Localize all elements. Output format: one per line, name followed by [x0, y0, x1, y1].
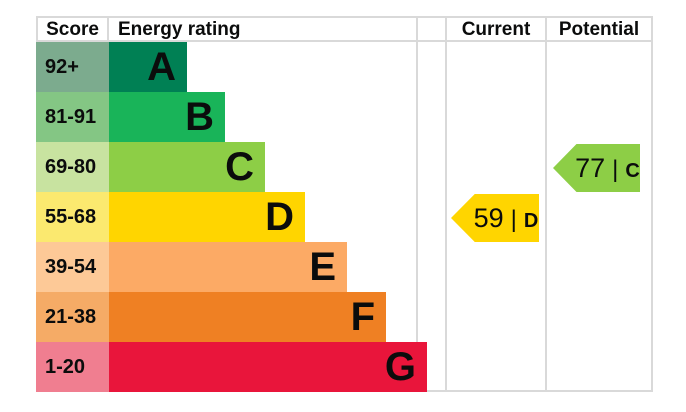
- potential-rating-arrow: 77 | C: [553, 144, 640, 192]
- score-range-cell: 55-68: [36, 192, 109, 242]
- current-col-right-border: [545, 16, 547, 392]
- band-bar-e: E: [109, 242, 347, 292]
- score-range-cell: 39-54: [36, 242, 109, 292]
- table-border-bottom: [417, 390, 653, 392]
- rating-separator: |: [510, 206, 517, 233]
- band-letter: F: [350, 295, 375, 339]
- band-row-b: 81-91 B: [36, 92, 456, 142]
- potential-rating-band: C: [625, 160, 640, 182]
- current-rating-value: 59: [473, 203, 504, 233]
- current-rating-arrow: 59 | D: [451, 194, 539, 242]
- energy-rating-column-header: Energy rating: [118, 19, 241, 40]
- band-row-e: 39-54 E: [36, 242, 456, 292]
- score-range-cell: 69-80: [36, 142, 109, 192]
- header-divider: [36, 40, 653, 42]
- current-column-header: Current: [461, 19, 531, 40]
- score-col-right-border: [107, 16, 109, 42]
- band-letter: C: [225, 145, 254, 189]
- score-column-header: Score: [46, 19, 99, 40]
- band-letter: B: [185, 95, 214, 139]
- score-range-cell: 92+: [36, 42, 109, 92]
- score-col-left-border: [36, 16, 38, 42]
- band-row-a: 92+ A: [36, 42, 456, 92]
- band-bar-a: A: [109, 42, 187, 92]
- band-bar-c: C: [109, 142, 265, 192]
- band-row-g: 1-20 G: [36, 342, 456, 392]
- band-bar-d: D: [109, 192, 305, 242]
- potential-rating-value: 77: [575, 153, 606, 183]
- band-row-f: 21-38 F: [36, 292, 456, 342]
- band-bar-b: B: [109, 92, 225, 142]
- score-range-cell: 1-20: [36, 342, 109, 392]
- band-bar-f: F: [109, 292, 386, 342]
- rating-separator: |: [612, 156, 619, 183]
- current-col-left-border: [445, 16, 447, 392]
- band-letter: E: [309, 245, 336, 289]
- energy-col-right-border: [416, 16, 418, 392]
- score-range-cell: 81-91: [36, 92, 109, 142]
- potential-column-header: Potential: [558, 19, 640, 40]
- band-letter: A: [147, 45, 176, 89]
- table-border-top: [36, 16, 653, 18]
- band-letter: D: [265, 195, 294, 239]
- band-row-c: 69-80 C: [36, 142, 456, 192]
- current-rating-band: D: [523, 210, 539, 232]
- band-letter: G: [384, 345, 416, 389]
- band-row-d: 55-68 D: [36, 192, 456, 242]
- band-bar-g: G: [109, 342, 427, 392]
- potential-col-right-border: [651, 16, 653, 392]
- score-range-cell: 21-38: [36, 292, 109, 342]
